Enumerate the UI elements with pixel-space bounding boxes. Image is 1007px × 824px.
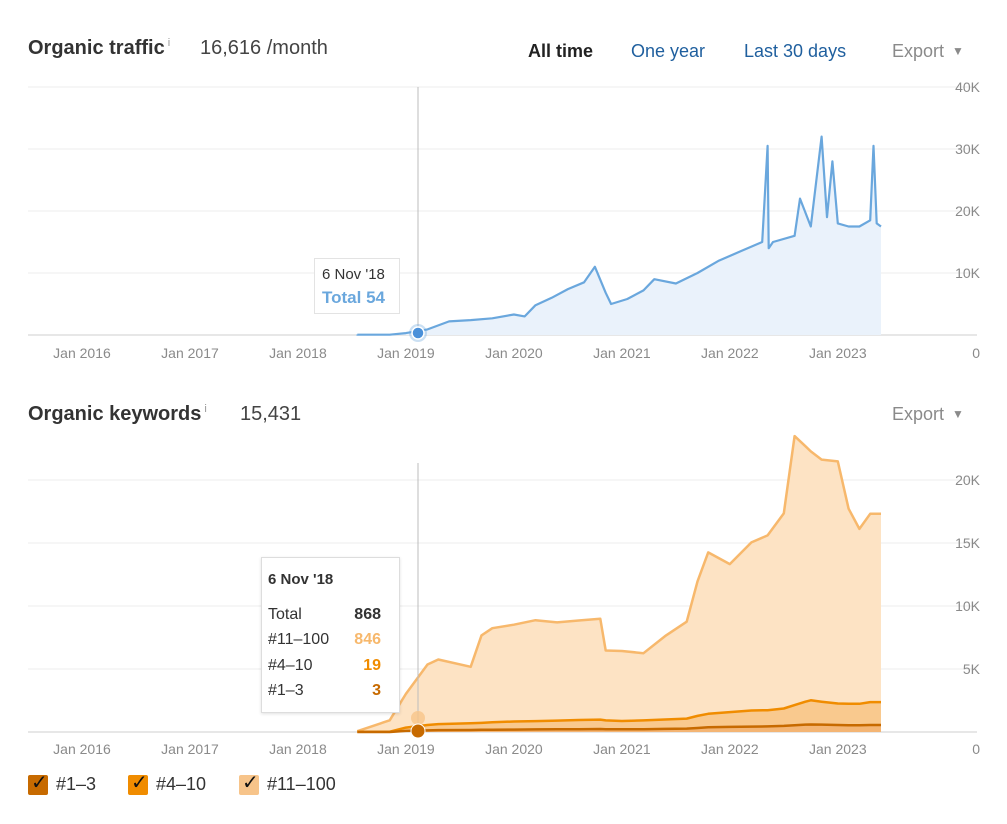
y-tick-label: 20K xyxy=(955,472,981,488)
legend-item-4-10[interactable]: ✓ #4–10 xyxy=(128,772,207,795)
line-1-3 xyxy=(357,723,881,734)
traffic-line xyxy=(356,135,882,336)
x-tick-label: Jan 2022 xyxy=(701,345,759,361)
traffic-area xyxy=(357,136,881,335)
info-icon[interactable]: i xyxy=(204,403,207,416)
caret-down-icon: ▼ xyxy=(952,407,964,421)
x-tick-label: Jan 2018 xyxy=(269,741,327,757)
hover-point-1-3 xyxy=(410,723,426,739)
tooltip-row-value: 846 xyxy=(354,631,381,648)
traffic-title: Organic traffic i xyxy=(28,37,170,60)
y-tick-label: 5K xyxy=(963,661,981,677)
x-tick-label: Jan 2016 xyxy=(53,345,111,361)
legend-item-11-100[interactable]: ✓ #11–100 xyxy=(239,772,336,795)
x-tick-label: Jan 2017 xyxy=(161,345,219,361)
export-label: Export xyxy=(892,41,945,61)
check-icon: ✓ xyxy=(242,771,259,794)
caret-down-icon: ▼ xyxy=(952,44,964,58)
x-tick-label: Jan 2022 xyxy=(701,741,759,757)
hover-point-core xyxy=(411,326,425,340)
hover-point-11-100 xyxy=(411,711,425,725)
x-tick-label: Jan 2023 xyxy=(809,741,867,757)
y-tick-label: 30K xyxy=(955,141,981,157)
y-tick-label: 10K xyxy=(955,265,981,281)
y-tick-label: 10K xyxy=(955,598,981,614)
legend-label: #4–10 xyxy=(156,774,207,794)
x-tick-label: Jan 2023 xyxy=(809,345,867,361)
keywords-tooltip: 6 Nov '18 Total 868 #11–100 846 #4–10 19… xyxy=(261,557,400,713)
legend-label: #1–3 xyxy=(56,774,97,794)
line-11-100 xyxy=(356,434,881,733)
tooltip-row-value: 3 xyxy=(372,682,381,699)
y-tick-label: 0 xyxy=(972,345,980,361)
info-icon[interactable]: i xyxy=(167,37,171,50)
line-4-10 xyxy=(357,699,881,734)
traffic-export-button[interactable]: Export ▼ xyxy=(892,41,964,62)
x-tick-label: Jan 2021 xyxy=(593,741,651,757)
tooltip-total: Total 54 xyxy=(322,288,385,307)
traffic-chart: 40K 30K 20K 10K 0 Jan 2016 Jan 2017 Jan 2018 Jan… xyxy=(28,79,981,361)
tooltip-row-label: #1–3 xyxy=(268,682,304,699)
tooltip-row-value: 868 xyxy=(354,606,381,623)
export-label: Export xyxy=(892,404,945,424)
keywords-chart: 20K 15K 10K 5K 0 Jan 2016 Jan 2017 Jan 2018 Jan … xyxy=(28,434,981,757)
y-tick-label: 15K xyxy=(955,535,981,551)
checkbox[interactable]: ✓ xyxy=(239,772,259,795)
check-icon: ✓ xyxy=(31,771,48,794)
legend-item-1-3[interactable]: ✓ #1–3 xyxy=(28,772,97,795)
area-4-10 xyxy=(357,700,881,732)
x-tick-label: Jan 2019 xyxy=(377,741,435,757)
tooltip-row-value: 19 xyxy=(363,657,381,674)
x-tick-label: Jan 2016 xyxy=(53,741,111,757)
tooltip-date: 6 Nov '18 xyxy=(268,571,334,588)
checkbox[interactable]: ✓ xyxy=(28,772,48,795)
y-tick-label: 40K xyxy=(955,79,981,95)
legend-label: #11–100 xyxy=(267,774,336,794)
x-tick-label: Jan 2021 xyxy=(593,345,651,361)
range-one-year[interactable]: One year xyxy=(631,41,706,61)
x-tick-label: Jan 2017 xyxy=(161,741,219,757)
tooltip-row-label: #4–10 xyxy=(268,657,313,674)
x-tick-label: Jan 2020 xyxy=(485,741,543,757)
tooltip-date: 6 Nov '18 xyxy=(322,266,385,283)
traffic-title-label: Organic traffic xyxy=(28,37,165,59)
keywords-value: 15,431 xyxy=(240,403,302,425)
range-last-30-days[interactable]: Last 30 days xyxy=(744,41,847,61)
checkbox[interactable]: ✓ xyxy=(128,772,148,795)
range-all-time[interactable]: All time xyxy=(528,41,594,61)
y-tick-label: 20K xyxy=(955,203,981,219)
area-11-100 xyxy=(357,436,881,732)
tooltip-row-label: Total xyxy=(268,606,302,623)
x-tick-label: Jan 2018 xyxy=(269,345,327,361)
keywords-title-label: Organic keywords xyxy=(28,403,202,425)
tooltip-row-label: #11–100 xyxy=(268,631,330,648)
x-tick-label: Jan 2019 xyxy=(377,345,435,361)
keywords-export-button[interactable]: Export ▼ xyxy=(892,404,964,425)
x-tick-label: Jan 2020 xyxy=(485,345,543,361)
y-tick-label: 0 xyxy=(972,741,980,757)
traffic-value: 16,616 /month xyxy=(200,37,328,59)
keywords-title: Organic keywords i xyxy=(28,403,207,426)
check-icon: ✓ xyxy=(131,771,148,794)
traffic-tooltip: 6 Nov '18 Total 54 xyxy=(314,258,400,314)
